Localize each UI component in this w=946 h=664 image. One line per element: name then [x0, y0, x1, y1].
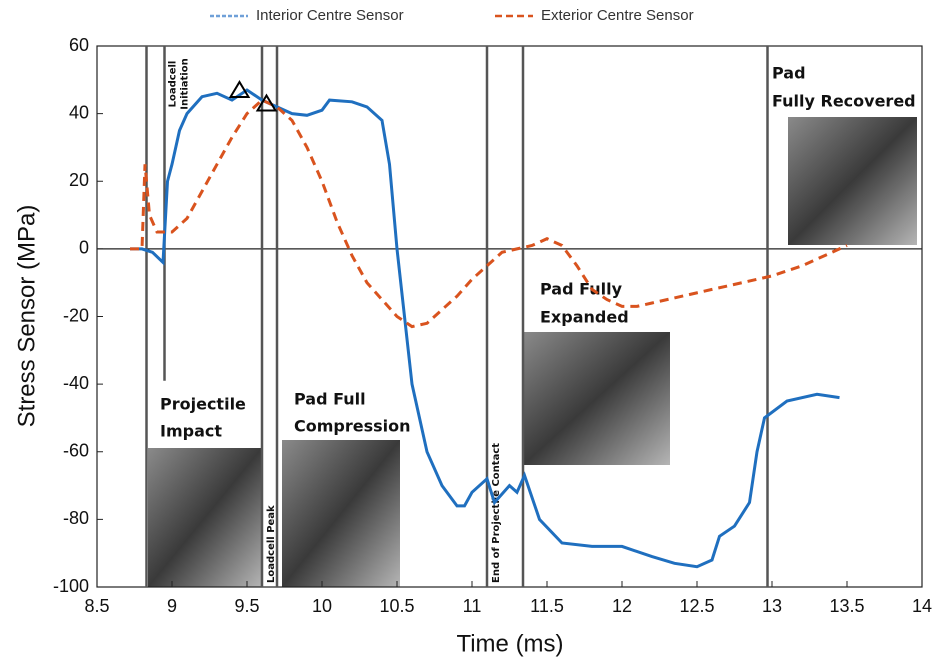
y-tick-label: -20 [63, 305, 89, 325]
photo [523, 332, 670, 465]
x-tick-label: 13 [762, 596, 782, 616]
annotation: Pad [772, 64, 806, 83]
y-tick-label: 0 [79, 238, 89, 258]
photo [282, 440, 400, 587]
y-tick-label: -100 [53, 576, 89, 596]
photos [148, 117, 917, 587]
x-axis-title: Time (ms) [456, 630, 563, 657]
y-tick-label: 60 [69, 35, 89, 55]
annotation: Projectile [160, 395, 246, 414]
annotation: Compression [294, 417, 411, 436]
legend-label: Exterior Centre Sensor [541, 7, 694, 24]
x-tick-label: 14 [912, 596, 932, 616]
peak-marker [228, 80, 251, 98]
photo [148, 448, 262, 587]
x-tick-label: 10.5 [379, 596, 414, 616]
x-tick-label: 12.5 [679, 596, 714, 616]
y-tick-label: 20 [69, 170, 89, 190]
series-line [130, 88, 840, 569]
event-label: End of Projectile Contact [491, 443, 502, 583]
x-tick-label: 9.5 [234, 596, 259, 616]
y-tick-label: -60 [63, 441, 89, 461]
x-tick-label: 13.5 [829, 596, 864, 616]
annotation: Pad Full [294, 390, 366, 409]
y-tick-label: -40 [63, 373, 89, 393]
x-tick-label: 12 [612, 596, 632, 616]
y-axis-title: Stress Sensor (MPa) [13, 205, 40, 428]
event-label: Loadcell [168, 61, 179, 108]
x-tick-label: 11 [463, 596, 482, 616]
y-tick-label: -80 [63, 508, 89, 528]
event-label: Initiation [180, 58, 191, 109]
x-tick-label: 9 [167, 596, 177, 616]
x-tick-label: 8.5 [84, 596, 109, 616]
y-tick-label: 40 [69, 102, 89, 122]
legend-label: Interior Centre Sensor [256, 7, 404, 24]
event-label: Loadcell Peak [266, 505, 277, 583]
annotation: Impact [160, 422, 222, 441]
series-line [130, 98, 848, 329]
annotation: Fully Recovered [772, 92, 916, 111]
annotation: Pad Fully [540, 280, 623, 299]
x-tick-label: 11.5 [530, 596, 564, 616]
annotation: Expanded [540, 308, 629, 327]
peak-marker [255, 93, 278, 112]
photo [788, 117, 917, 245]
x-tick-label: 10 [312, 596, 332, 616]
